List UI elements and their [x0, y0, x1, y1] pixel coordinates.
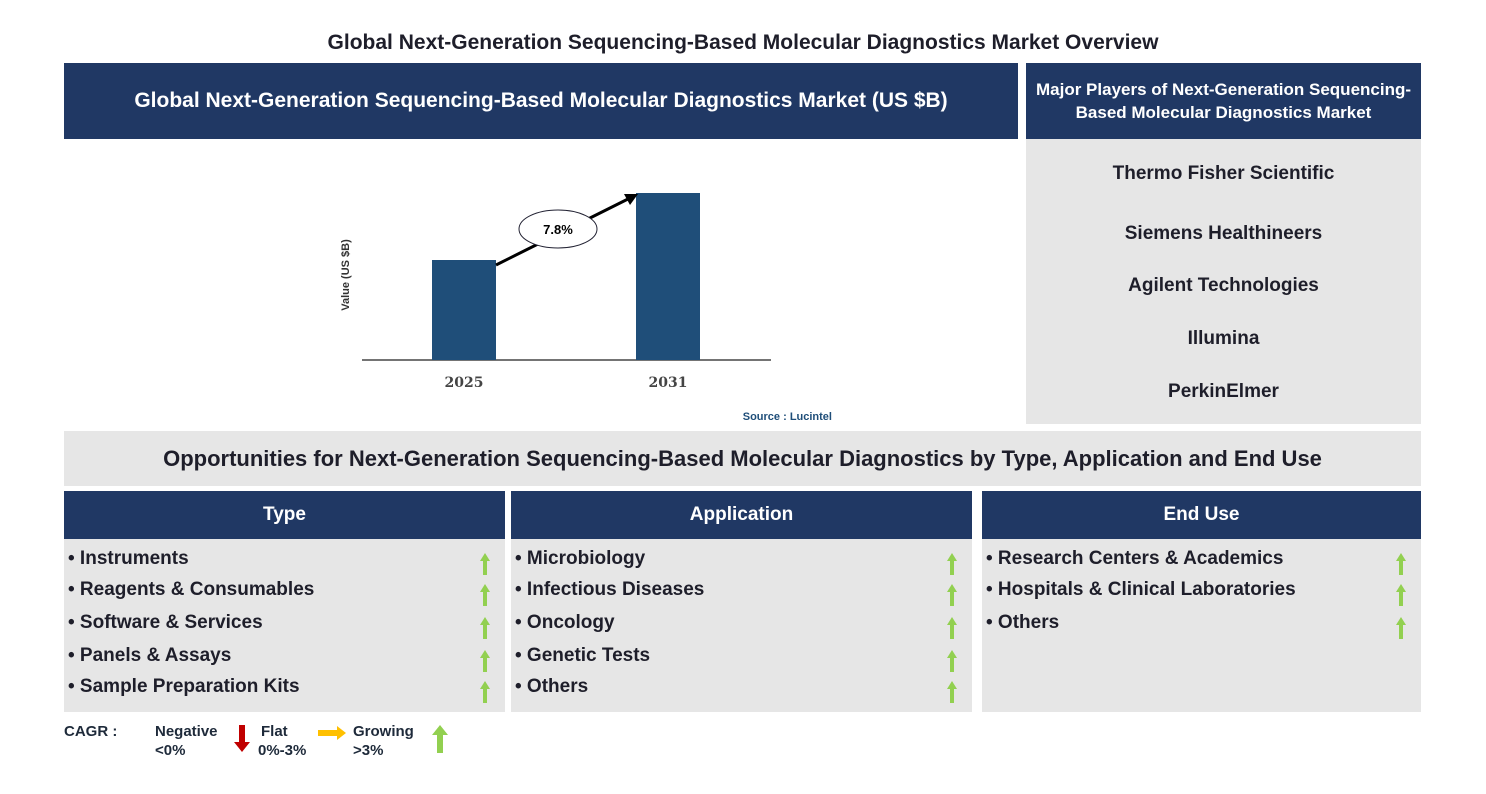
legend-negative: Negative <0%	[155, 722, 218, 760]
column-body: • Instruments • Reagents & Consumables • S…	[64, 539, 505, 712]
column-body: • Research Centers & Academics • Hospital…	[982, 539, 1421, 712]
x-tick-2031: 2031	[649, 375, 688, 391]
player-item: Illumina	[1187, 328, 1260, 349]
list-item: • Hospitals & Clinical Laboratories	[986, 579, 1296, 600]
list-item: • Genetic Tests	[515, 645, 651, 666]
page-title: Global Next-Generation Sequencing-Based …	[327, 31, 1159, 54]
cagr-arrowhead	[624, 194, 638, 205]
growing-arrow-icon	[947, 553, 957, 575]
growing-arrow-icon	[480, 681, 490, 703]
cagr-bubble	[518, 209, 598, 249]
list-item: • Microbiology	[515, 548, 646, 569]
legend-flat-label: Flat	[261, 723, 288, 740]
growing-arrow-icon	[480, 617, 490, 639]
list-item: • Panels & Assays	[68, 645, 232, 666]
legend-growing: Growing >3%	[353, 722, 414, 760]
legend-cagr-label: CAGR :	[64, 723, 118, 740]
growing-arrow-icon	[947, 650, 957, 672]
list-item: • Infectious Diseases	[515, 579, 705, 600]
legend-flat-range: 0%-3%	[258, 742, 307, 759]
cagr-label: 7.8%	[543, 222, 573, 237]
down-arrow-icon	[234, 725, 250, 752]
bar-2025	[432, 260, 496, 360]
bar-2031	[636, 193, 700, 360]
growing-arrow-icon	[1396, 553, 1406, 575]
player-item: PerkinElmer	[1168, 381, 1279, 402]
list-item: • Software & Services	[68, 612, 263, 633]
player-item: Thermo Fisher Scientific	[1112, 163, 1335, 184]
chart-header: Global Next-Generation Sequencing-Based …	[64, 63, 1018, 139]
legend-flat: Flat 0%-3%	[258, 722, 306, 760]
y-axis-label: Value (US $B)	[340, 239, 352, 311]
players-list: Thermo Fisher Scientific Siemens Healthi…	[1026, 139, 1421, 424]
legend-negative-range: <0%	[155, 742, 186, 759]
list-item: • Others	[986, 612, 1060, 633]
growing-arrow-icon	[947, 584, 957, 606]
column-header-end-use: End Use	[982, 491, 1421, 539]
x-tick-2025: 2025	[445, 375, 484, 391]
up-arrow-icon	[432, 725, 448, 753]
list-item: • Instruments	[68, 548, 189, 569]
legend-growing-label: Growing	[353, 723, 414, 740]
player-item: Siemens Healthineers	[1124, 223, 1323, 244]
growing-arrow-icon	[480, 553, 490, 575]
column-header-type: Type	[64, 491, 505, 539]
growing-arrow-icon	[947, 681, 957, 703]
growing-arrow-icon	[1396, 584, 1406, 606]
growing-arrow-icon	[480, 584, 490, 606]
column-header-application: Application	[511, 491, 972, 539]
legend-negative-label: Negative	[155, 723, 218, 740]
growing-arrow-icon	[1396, 617, 1406, 639]
legend-growing-range: >3%	[353, 742, 384, 759]
right-arrow-icon	[318, 726, 346, 740]
growing-arrow-icon	[947, 617, 957, 639]
source-label: Source : Lucintel	[743, 411, 832, 423]
bar-chart: Value (US $B) 7.8% 2025 2031 Source : Lu…	[340, 193, 832, 423]
opportunities-title: Opportunities for Next-Generation Sequen…	[64, 431, 1421, 486]
players-header: Major Players of Next-Generation Sequenc…	[1026, 63, 1421, 139]
list-item: • Oncology	[515, 612, 615, 633]
list-item: • Others	[515, 676, 589, 697]
list-item: • Research Centers & Academics	[986, 548, 1284, 569]
list-item: • Sample Preparation Kits	[68, 676, 300, 697]
player-item: Agilent Technologies	[1128, 275, 1319, 296]
column-body: • Microbiology • Infectious Diseases • Onc…	[511, 539, 972, 712]
growing-arrow-icon	[480, 650, 490, 672]
list-item: • Reagents & Consumables	[68, 579, 315, 600]
